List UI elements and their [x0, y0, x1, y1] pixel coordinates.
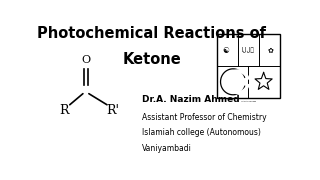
Text: Vaniyambadi: Vaniyambadi: [142, 144, 192, 153]
Text: R': R': [107, 104, 120, 117]
Text: Dr.A. Nazim Ahmed: Dr.A. Nazim Ahmed: [142, 95, 239, 104]
Text: R: R: [59, 104, 68, 117]
Text: Islamiah college (Autonomous): Islamiah college (Autonomous): [142, 128, 260, 137]
Text: Assistant Professor of Chemistry: Assistant Professor of Chemistry: [142, 113, 266, 122]
Text: Photochemical Reactions of: Photochemical Reactions of: [37, 26, 266, 41]
Text: Ketone: Ketone: [122, 52, 181, 67]
Text: O: O: [81, 55, 91, 65]
